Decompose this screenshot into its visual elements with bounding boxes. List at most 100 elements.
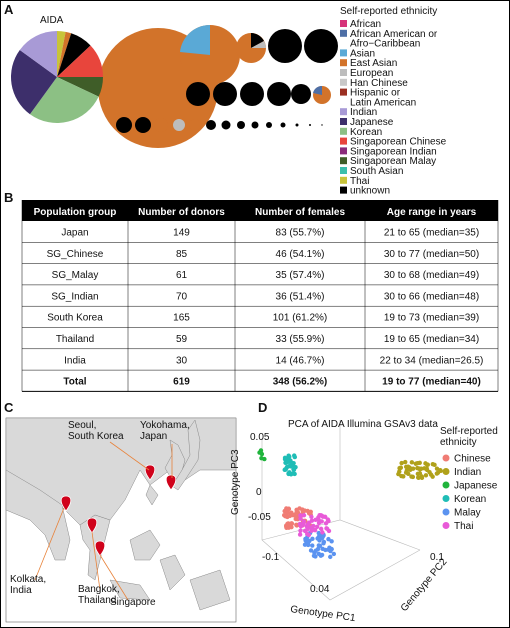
pca-point — [283, 460, 288, 466]
legend-label: Singaporean Malay — [350, 156, 436, 167]
legend-label: Thai — [350, 176, 369, 187]
legend-label: Hispanic or — [350, 88, 401, 99]
pca-point — [310, 543, 315, 548]
pca: PCA of AIDA Illumina GSAv3 data Genotype … — [230, 419, 498, 624]
table-cell: 35 (57.4%) — [276, 270, 325, 281]
pie-slice — [10, 49, 58, 115]
pca-point — [301, 513, 307, 518]
table-cell: SG_Malay — [52, 270, 99, 281]
legend-title: ethnicity — [440, 437, 477, 448]
pca-point — [406, 471, 411, 477]
legend-label: Malay — [454, 508, 481, 519]
table-cell: 19 to 77 (median=40) — [382, 377, 481, 388]
pca-point — [423, 473, 429, 478]
table-cell: 22 to 34 (median=26.5) — [380, 355, 484, 366]
pca-point — [422, 466, 427, 471]
table-cell: 21 to 65 (median=35) — [384, 228, 479, 239]
table-header: Age range in years — [387, 207, 477, 218]
pies — [98, 24, 338, 148]
pca-point — [297, 506, 302, 511]
legend-dot — [442, 495, 450, 502]
pca-point — [294, 514, 299, 519]
pca-point — [323, 514, 328, 520]
aida-pie — [10, 30, 103, 123]
table-header: Number of donors — [138, 207, 225, 218]
pie-slice — [57, 31, 66, 77]
pca-point — [297, 532, 303, 537]
map-label: Kolkata, — [10, 574, 46, 585]
pca-point — [288, 522, 293, 527]
pca-point — [291, 467, 297, 473]
table-header: Number of females — [255, 207, 345, 218]
pca-point — [298, 524, 304, 529]
pca-point — [259, 451, 265, 457]
legend-swatch — [340, 59, 347, 67]
pca-point — [425, 462, 430, 467]
table-cell: South Korea — [47, 313, 103, 324]
axis-label: Genotype PC1 — [290, 604, 357, 624]
panel-label: B — [4, 190, 13, 205]
map-label: India — [10, 585, 32, 596]
legend-label: Japanese — [350, 117, 394, 128]
legend-swatch — [340, 118, 347, 125]
legend-swatch — [340, 127, 347, 135]
panel-label: D — [258, 400, 267, 415]
table-cell: 83 (55.7%) — [276, 228, 325, 239]
pca-point — [438, 468, 443, 473]
legend-dot — [442, 522, 450, 529]
pca-point — [403, 459, 408, 465]
map — [5, 417, 237, 623]
table-cell: 61 — [176, 270, 188, 281]
map-labels: Seoul,South Korea Yokohama,Japan Kolkata,I… — [10, 420, 190, 608]
table-cell: 101 (61.2%) — [273, 313, 327, 324]
legend-dot — [442, 454, 450, 462]
pca-point — [401, 474, 406, 479]
legend-label: Afro−Caribbean — [350, 39, 420, 50]
pie-slice — [57, 33, 91, 77]
table: Population group Number of donors Number o… — [21, 200, 499, 392]
pca-point — [290, 471, 296, 476]
pca-point — [328, 554, 333, 560]
legend-label: African — [350, 19, 381, 30]
table-cell: 165 — [173, 313, 190, 324]
pca-point — [305, 508, 310, 514]
legend-swatch — [340, 137, 347, 145]
pca-point — [306, 542, 311, 548]
pca-point — [399, 460, 404, 466]
table-cell: 33 (55.9%) — [276, 334, 325, 345]
tick-label: 0.04 — [310, 584, 330, 595]
pie-slice — [19, 30, 57, 77]
pca-point — [326, 536, 331, 542]
table-cell: Total — [63, 377, 86, 388]
legend-swatch — [340, 167, 347, 174]
table-cell: 46 (54.1%) — [276, 249, 325, 260]
legend-label: unknown — [350, 186, 390, 197]
table-cell: 30 to 77 (median=50) — [384, 249, 479, 260]
legend-swatch — [340, 176, 347, 184]
pca-point — [428, 472, 434, 477]
table-cell: 30 to 68 (median=49) — [384, 270, 479, 281]
pca-point — [417, 466, 423, 472]
pca-point — [416, 475, 421, 481]
map-label: Yokohama, — [140, 420, 190, 431]
table-cell: 19 to 73 (median=39) — [384, 313, 479, 324]
pca-point — [320, 530, 325, 535]
pca-point — [312, 527, 318, 533]
pca-point — [331, 551, 337, 557]
table-cell: 348 (56.2%) — [273, 377, 327, 388]
legend-swatch — [340, 88, 347, 96]
pca-point — [309, 514, 314, 520]
table-cell: 14 (46.7%) — [276, 355, 325, 366]
pca-point — [287, 470, 292, 475]
table-cell: 19 to 65 (median=34) — [384, 334, 479, 345]
legend-title: Self-reported — [440, 426, 498, 437]
pca-point — [403, 464, 409, 470]
pie-slice — [57, 77, 103, 97]
pca-point — [316, 520, 322, 526]
table-cell: 30 to 66 (median=48) — [384, 291, 479, 302]
pca-point — [283, 466, 288, 472]
axis-label: Genotype PC3 — [230, 449, 241, 515]
pca-point — [258, 448, 264, 453]
